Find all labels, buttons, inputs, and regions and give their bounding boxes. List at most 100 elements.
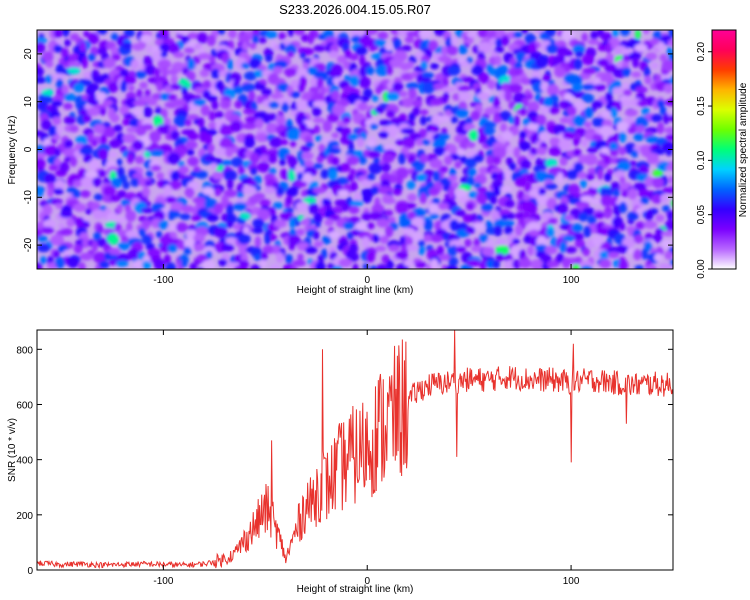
heatmap-cell: [178, 165, 189, 175]
heatmap-cell: [155, 230, 163, 239]
heatmap-cell: [430, 234, 443, 243]
heatmap-cell: [278, 32, 286, 40]
heatmap-cell: [122, 41, 132, 51]
heatmap-cell: [214, 111, 224, 119]
heatmap-cell: [207, 143, 215, 153]
heatmap-cell: [236, 191, 244, 199]
heatmap-cell: [197, 52, 212, 60]
heatmap-cell: [244, 71, 257, 81]
heatmap-cell: [184, 238, 197, 250]
heatmap-cell: [408, 88, 417, 100]
heatmap-cell: [515, 51, 526, 63]
heatmap-cell: [669, 258, 673, 266]
heatmap-cell: [466, 141, 476, 149]
heatmap-cell: [477, 134, 488, 144]
heatmap-cell: [109, 170, 117, 181]
heatmap-cell: [582, 54, 595, 66]
heatmap-cell: [290, 101, 298, 113]
heatmap-cell: [108, 139, 122, 149]
heatmap-cell: [114, 222, 122, 232]
heatmap-cell: [219, 124, 234, 136]
heatmap-cell: [465, 116, 473, 126]
heatmap-cell: [375, 245, 387, 252]
heatmap-cell: [495, 37, 503, 48]
heatmap-cell: [458, 44, 468, 55]
heatmap-cell: [122, 118, 131, 126]
heatmap-cell: [313, 124, 321, 134]
heatmap-cell: [513, 115, 520, 128]
heatmap-cell: [437, 202, 450, 210]
heatmap-cell: [633, 234, 644, 244]
heatmap-cell: [241, 62, 250, 69]
heatmap-cell: [56, 78, 64, 90]
heatmap-cell: [357, 102, 368, 112]
heatmap-cell: [124, 97, 138, 109]
heatmap-cell: [87, 32, 100, 45]
heatmap-cell: [122, 180, 130, 190]
heatmap-cell: [577, 171, 588, 179]
heatmap-cell: [80, 189, 91, 198]
heatmap-cell: [623, 89, 632, 97]
heatmap-cell: [400, 146, 409, 155]
heatmap-cell: [204, 240, 215, 249]
heatmap-cell: [612, 87, 625, 95]
heatmap-cell: [69, 33, 80, 41]
heatmap-cell: [73, 244, 83, 254]
heatmap-cell: [230, 157, 244, 168]
heatmap-cell: [634, 265, 644, 269]
heatmap-cell: [233, 202, 248, 211]
heatmap-cell: [657, 122, 665, 134]
heatmap-cell: [116, 216, 127, 224]
heatmap-cell: [42, 204, 53, 216]
heatmap-cell: [572, 115, 587, 127]
heatmap-cell: [37, 235, 48, 242]
heatmap-cell: [296, 172, 304, 181]
heatmap-cell: [622, 82, 630, 90]
heatmap-cell: [140, 34, 153, 43]
snr-x-axis-label: Height of straight line (km): [297, 584, 414, 595]
heatmap-cell: [376, 263, 388, 269]
heatmap-cell: [535, 170, 548, 182]
heatmap-cell: [283, 67, 298, 77]
heatmap-cell: [314, 135, 323, 142]
heatmap-cell: [512, 259, 521, 269]
heatmap-cell: [346, 174, 355, 182]
heatmap-cell: [386, 259, 394, 269]
heatmap-cell: [607, 251, 620, 259]
heatmap-cell: [631, 149, 639, 158]
heatmap-cell: [390, 117, 404, 126]
heatmap-cell: [83, 71, 93, 80]
snr-x-tick-label: 100: [563, 576, 580, 587]
heatmap-cell: [603, 155, 613, 165]
heatmap-cell: [584, 121, 592, 129]
heatmap-cell: [536, 114, 547, 126]
heatmap-cell: [665, 148, 673, 157]
heatmap-cell: [400, 127, 415, 134]
heatmap-cell: [104, 126, 116, 138]
heatmap-cell: [312, 106, 322, 117]
heatmap-cell: [476, 92, 490, 100]
heatmap-cell: [586, 146, 598, 154]
heatmap-cell: [508, 162, 517, 171]
heatmap-cell: [349, 53, 359, 61]
heatmap-cell: [270, 92, 284, 100]
heatmap-cell: [103, 57, 116, 69]
heatmap-cell: [63, 102, 73, 110]
heatmap-cell: [668, 175, 673, 184]
heatmap-cell: [573, 232, 584, 242]
heatmap-cell: [612, 188, 620, 198]
heatmap-cell: [536, 147, 547, 156]
heatmap-cell: [358, 66, 368, 77]
heatmap-cell: [240, 212, 251, 220]
heatmap-cell: [341, 162, 351, 173]
heatmap-cell: [482, 121, 497, 128]
heatmap-cell: [116, 204, 123, 214]
heatmap-cell: [486, 155, 495, 166]
heatmap-cell: [519, 130, 527, 140]
heatmap-cell: [109, 195, 122, 202]
heatmap-cell: [132, 172, 144, 180]
heatmap-cell: [266, 148, 280, 157]
heatmap-cell: [320, 169, 329, 179]
heatmap-cell: [160, 108, 168, 120]
heatmap-cell: [415, 261, 427, 269]
